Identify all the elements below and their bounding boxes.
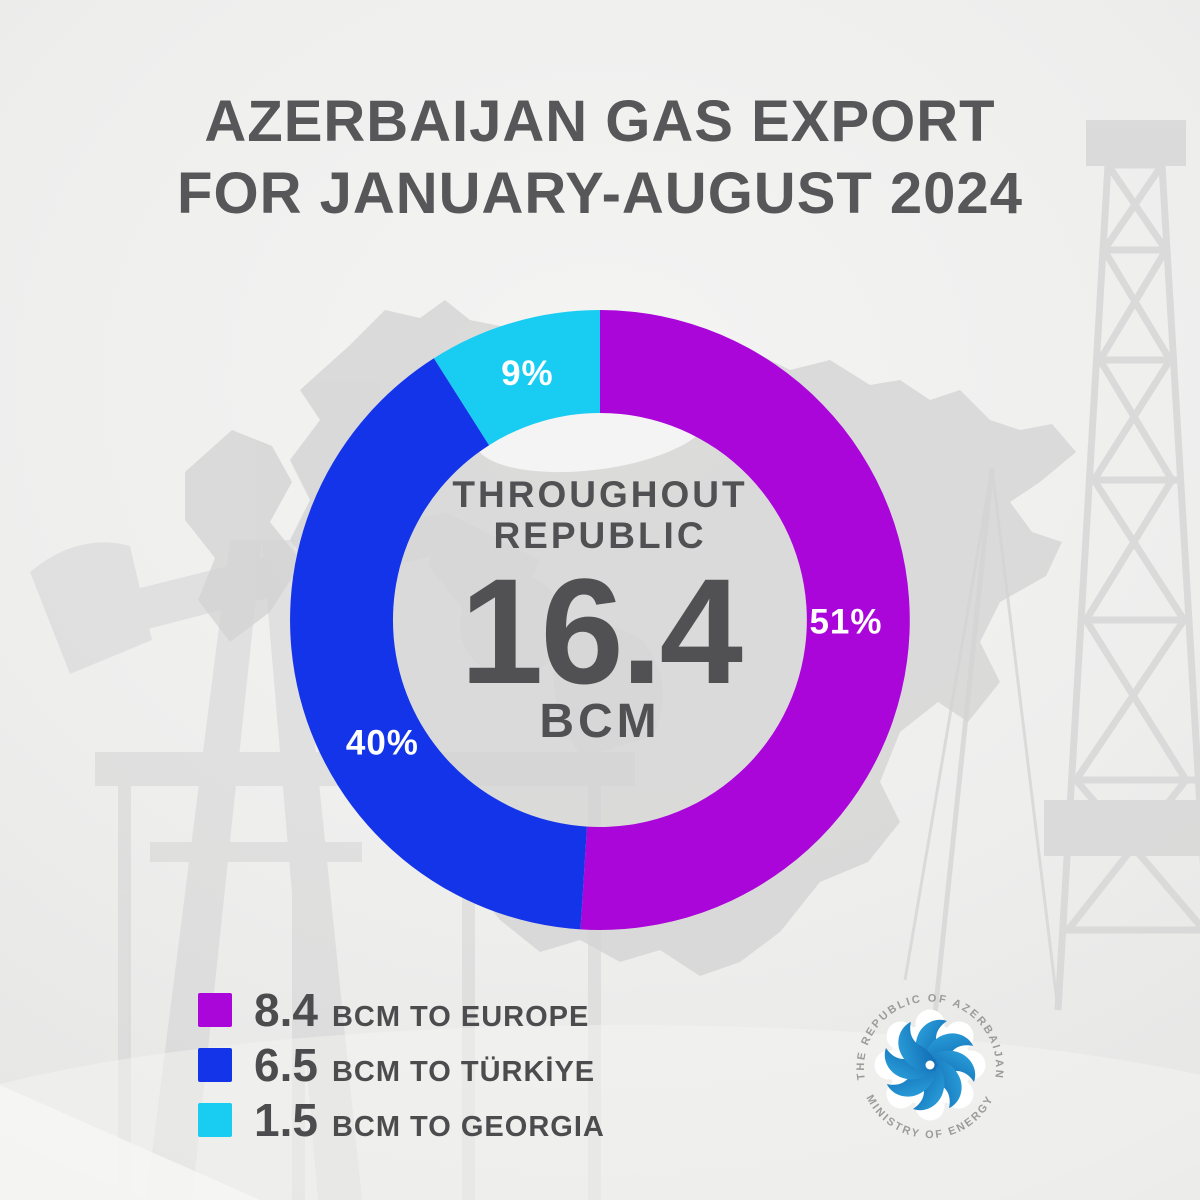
- legend-label-turkiye: BCM TO TÜRKİYE: [331, 1056, 596, 1088]
- legend-swatch-europe: [198, 993, 232, 1027]
- legend-swatch-turkiye: [198, 1048, 232, 1082]
- legend-value-europe: 8.4: [254, 984, 318, 1036]
- legend-label-georgia: BCM TO GEORGIA: [331, 1111, 605, 1143]
- center-total-value: 16.4: [460, 547, 743, 715]
- pinwheel-emblem: [874, 1009, 986, 1121]
- donut-slice-europe: [580, 310, 910, 930]
- percent-label-turkiye: 40%: [346, 724, 419, 763]
- center-caption-line1: THROUGHOUT: [452, 474, 748, 515]
- donut-slices: [290, 310, 910, 930]
- donut-slice-turkiye: [290, 358, 587, 930]
- donut-slice-georgia: [433, 310, 600, 446]
- legend-value-georgia: 1.5: [254, 1094, 318, 1146]
- oil-rig-silhouette: [903, 120, 1200, 1063]
- legend-item-georgia: 1.5 BCM TO GEORGIA: [198, 1094, 605, 1146]
- percent-label-europe: 51%: [809, 603, 882, 642]
- donut-percent-labels: 51% 40% 9%: [346, 354, 882, 763]
- page-title: AZERBAIJAN GAS EXPORT FOR JANUARY-AUGUST…: [0, 86, 1200, 230]
- center-total-unit: BCM: [539, 695, 661, 748]
- legend-swatch-georgia: [198, 1103, 232, 1137]
- title-line-1: AZERBAIJAN GAS EXPORT: [204, 89, 996, 154]
- center-caption-line2: REPUBLIC: [493, 515, 707, 556]
- legend-item-europe: 8.4 BCM TO EUROPE: [198, 984, 605, 1036]
- legend-label-europe: BCM TO EUROPE: [331, 1001, 590, 1033]
- legend-value-turkiye: 6.5: [254, 1039, 318, 1091]
- title-line-2: FOR JANUARY-AUGUST 2024: [177, 161, 1023, 226]
- percent-label-georgia: 9%: [501, 354, 554, 393]
- chart-legend: 8.4 BCM TO EUROPE 6.5 BCM TO TÜRKİYE 1.5…: [198, 984, 605, 1158]
- legend-item-turkiye: 6.5 BCM TO TÜRKİYE: [198, 1039, 605, 1091]
